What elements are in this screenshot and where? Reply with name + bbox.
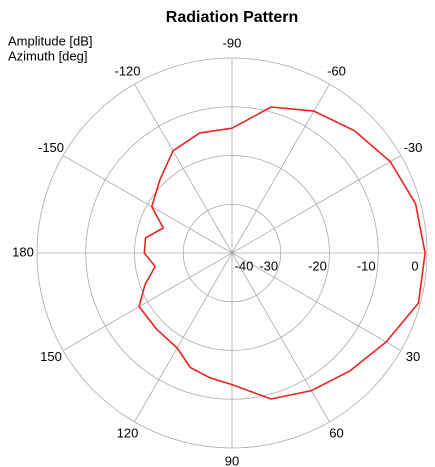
angle-tick-label: 30 (406, 349, 420, 364)
grid-circle (134, 155, 330, 351)
angle-tick-label: -150 (38, 140, 64, 155)
radial-tick-label: -20 (308, 258, 327, 273)
radial-tick-label: -30 (259, 258, 278, 273)
grid-circle (36, 57, 428, 449)
chart-title: Radiation Pattern (166, 9, 298, 26)
angle-tick-label: 180 (12, 244, 34, 259)
angle-tick-label: 150 (40, 349, 62, 364)
angle-tick-label: -30 (404, 140, 423, 155)
angle-tick-label: -120 (114, 63, 140, 78)
angle-tick-label: 60 (329, 425, 343, 440)
angle-tick-label: 90 (225, 453, 239, 467)
grid-circle (85, 106, 379, 400)
radial-label: Amplitude [dB] (8, 33, 93, 48)
radial-tick-label: -40 (235, 258, 254, 273)
angle-tick-label: 120 (117, 425, 139, 440)
radial-tick-label: -10 (357, 258, 376, 273)
angle-tick-label: -90 (223, 35, 242, 50)
angle-tick-label: -60 (327, 63, 346, 78)
radial-tick-label: 0 (411, 258, 418, 273)
grid-circle (182, 203, 282, 303)
pattern-line (138, 106, 426, 400)
angular-label: Azimuth [deg] (8, 48, 88, 63)
